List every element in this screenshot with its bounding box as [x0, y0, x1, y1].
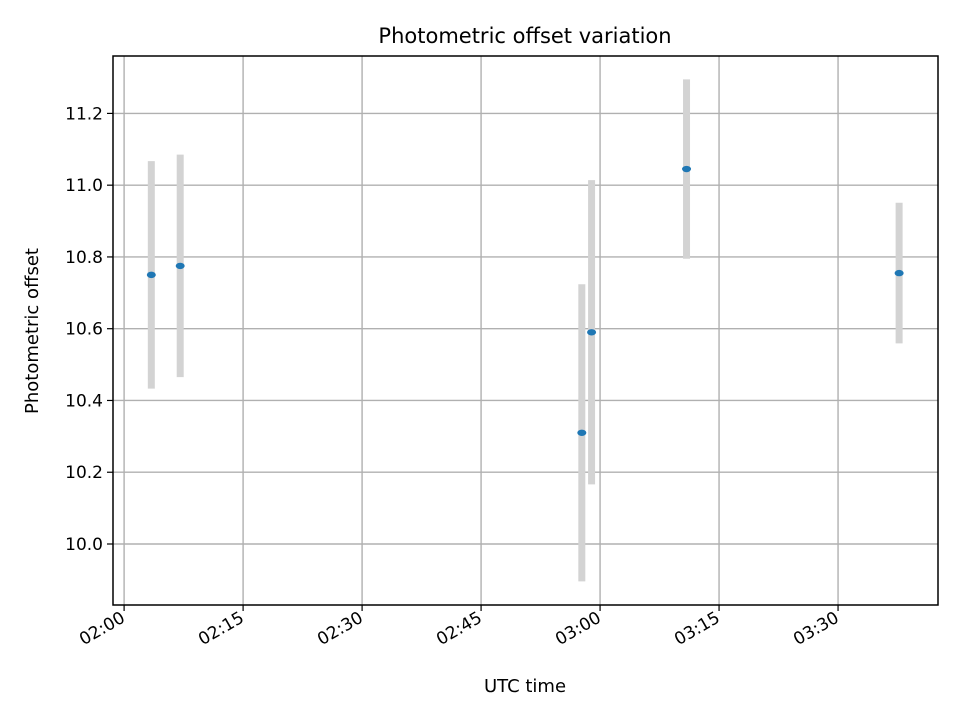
y-tick-label: 10.8 — [65, 248, 103, 268]
x-axis: 02:00 02:15 02:30 02:45 03:00 03:15 03:30 — [76, 605, 843, 650]
x-tick-label: 02:30 — [314, 608, 366, 650]
data-point — [577, 429, 587, 436]
grid-lines — [113, 56, 938, 605]
plot-frame — [112, 55, 939, 606]
y-tick-label: 11.0 — [65, 176, 103, 196]
y-tick-label: 10.4 — [65, 391, 103, 411]
data-point — [894, 269, 904, 277]
chart-title: Photometric offset variation — [378, 24, 671, 48]
x-tick-label: 02:15 — [195, 608, 247, 650]
x-tick-label: 03:00 — [552, 608, 604, 650]
x-tick-label: 02:00 — [76, 608, 128, 650]
y-tick-label: 10.2 — [65, 463, 103, 483]
data-point — [175, 262, 185, 270]
data-point — [682, 165, 692, 173]
data-point — [587, 329, 597, 336]
x-tick-label: 03:15 — [671, 608, 723, 650]
y-tick-label: 11.2 — [65, 104, 103, 124]
y-tick-label: 10.0 — [65, 535, 103, 555]
y-axis: 10.0 10.2 10.4 10.6 10.8 11.0 11.2 — [65, 104, 113, 555]
y-axis-label: Photometric offset — [22, 248, 43, 414]
error-bars — [147, 79, 903, 582]
data-point — [146, 271, 156, 279]
x-axis-label: UTC time — [484, 676, 566, 697]
y-tick-label: 10.6 — [65, 320, 103, 340]
data-points — [146, 165, 904, 436]
x-tick-label: 02:45 — [433, 608, 485, 650]
x-tick-label: 03:30 — [790, 608, 842, 650]
